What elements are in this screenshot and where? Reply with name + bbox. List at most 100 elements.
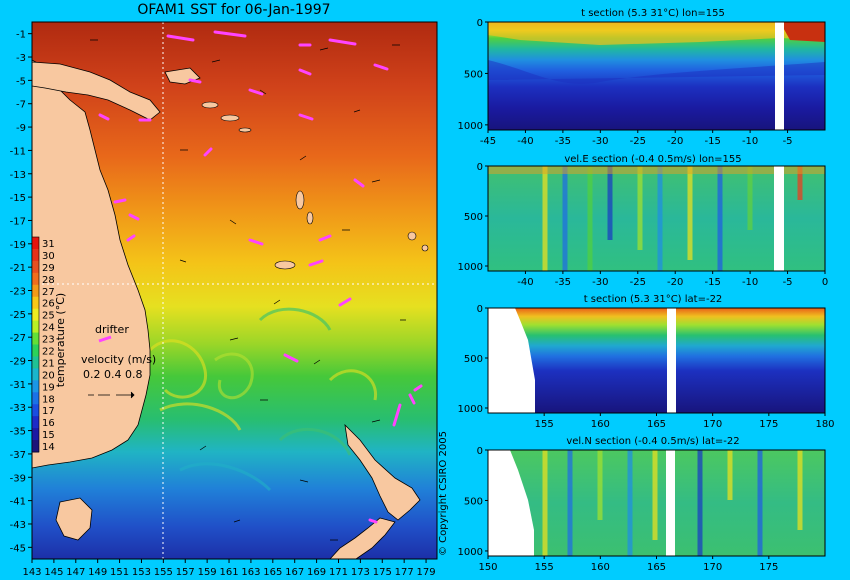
section-x-tick-label: 175 [759, 419, 778, 430]
lat-tick-label: -17 [10, 216, 26, 227]
lat-tick-label: -29 [10, 357, 26, 368]
drifter-legend-label: drifter [95, 323, 129, 336]
lat-tick-label: -1 [16, 30, 26, 41]
section-3-title: t section (5.3 31°C) lat=-22 [584, 294, 723, 305]
section-1-ticks: -45 -40 -35 -30 -25 -20 -15 -10 -5 0 500 1000 [458, 18, 793, 147]
lat-tick-label: -15 [10, 193, 26, 204]
section-x-tick-label: 165 [647, 562, 666, 573]
section-x-tick-label: 170 [703, 419, 722, 430]
section-4-plot [488, 450, 825, 556]
colorbar-tick-label: 31 [42, 239, 55, 250]
section-3-plot [488, 308, 825, 413]
colorbar-tick-label: 30 [42, 251, 55, 262]
section-x-tick-label: 0 [822, 277, 828, 288]
lon-tick-label: 177 [395, 567, 414, 578]
colorbar-swatch [32, 440, 39, 453]
colorbar-tick-label: 22 [42, 346, 55, 357]
lat-tick-label: -3 [16, 53, 26, 64]
colorbar-swatch [32, 237, 39, 250]
section-x-tick-label: -20 [667, 136, 683, 147]
section-x-tick-label: -5 [783, 136, 793, 147]
section-x-tick-label: -30 [592, 277, 608, 288]
lon-tick-label: 171 [329, 567, 348, 578]
colorbar-swatch [32, 272, 39, 286]
map-lat-ticks: -1 -3 -5 -7 -9 -11 -13 -15 -17 -19 -21 -23 -25 -27 -29… [10, 30, 32, 554]
colorbar-frame [31, 236, 40, 453]
section-x-tick-label: -5 [783, 277, 793, 288]
section-y-tick-label: 1000 [458, 121, 483, 132]
section-x-tick-label: 155 [535, 419, 554, 430]
colorbar-swatch [32, 284, 39, 298]
velocity-arrows [90, 39, 406, 541]
lon-tick-label: 169 [307, 567, 326, 578]
section-y-tick-label: 0 [477, 162, 483, 173]
colorbar-tick-label: 29 [42, 263, 55, 274]
section-1-plot [488, 22, 825, 130]
section-y-tick-label: 0 [477, 18, 483, 29]
section-x-tick-label: 180 [815, 419, 834, 430]
lat-tick-label: -33 [10, 403, 26, 414]
drifter-tracks [98, 30, 423, 524]
section-y-tick-label: 500 [464, 69, 483, 80]
section-y-tick-label: 1000 [458, 262, 483, 273]
velocity-legend-arrows [88, 391, 135, 399]
lat-tick-label: -35 [10, 427, 26, 438]
section-x-tick-label: -20 [667, 277, 683, 288]
colorbar-tick-label: 19 [42, 382, 55, 393]
colorbar-label: temperature (°C) [54, 293, 67, 387]
colorbar-swatch [32, 416, 39, 429]
section-x-tick-label: -15 [704, 277, 720, 288]
section-x-tick-label: 150 [478, 562, 497, 573]
lat-tick-label: -45 [10, 543, 26, 554]
sst-map [32, 22, 437, 559]
lon-tick-label: 179 [417, 567, 436, 578]
section-x-tick-label: 170 [703, 562, 722, 573]
lon-tick-label: 159 [198, 567, 217, 578]
colorbar-tick-label: 18 [42, 394, 55, 405]
lat-tick-label: -43 [10, 520, 26, 531]
lat-tick-label: -25 [10, 310, 26, 321]
section-x-tick-label: -10 [742, 136, 758, 147]
tasmania-landmass [55, 497, 93, 541]
colorbar-swatch [32, 308, 39, 322]
section-x-tick-label: -40 [517, 277, 533, 288]
colorbar-tick-label: 21 [42, 358, 55, 369]
section-x-tick-label: -25 [630, 277, 646, 288]
colorbar-tick-label: 23 [42, 335, 55, 346]
section-y-tick-label: 500 [464, 354, 483, 365]
section-x-tick-label: 165 [647, 419, 666, 430]
colorbar-swatch [32, 404, 39, 417]
lat-tick-label: -9 [16, 123, 26, 134]
island-outlines [201, 101, 429, 270]
section-1-title: t section (5.3 31°C) lon=155 [581, 8, 725, 19]
lat-tick-label: -41 [10, 497, 26, 508]
map-title: OFAM1 SST for 06-Jan-1997 [137, 2, 330, 18]
lon-tick-label: 155 [154, 567, 173, 578]
section-x-tick-label: 155 [535, 562, 554, 573]
lat-tick-label: -39 [10, 473, 26, 484]
copyright-text: © Copyright CSIRO 2005 [438, 431, 449, 556]
colorbar-swatch [32, 320, 39, 334]
lon-tick-label: 149 [88, 567, 107, 578]
colorbar-swatch [32, 344, 39, 357]
nz-south-landmass [329, 517, 396, 559]
colorbar-tick-label: 20 [42, 370, 55, 381]
section-x-tick-label: -25 [630, 136, 646, 147]
section-2-ticks: -40 -35 -30 -25 -20 -15 -10 -5 0 0 500 1000 [458, 162, 829, 288]
colorbar-swatch [32, 428, 39, 441]
lat-tick-label: -13 [10, 170, 26, 181]
section-3-ticks: 155 160 165 170 175 180 0 500 1000 [458, 304, 835, 430]
velocity-legend-title: velocity (m/s) [81, 353, 156, 366]
section-x-tick-label: -10 [742, 277, 758, 288]
eddy-features [148, 307, 377, 492]
colorbar-tick-label: 16 [42, 418, 55, 429]
lat-tick-label: -19 [10, 240, 26, 251]
colorbar-swatch [32, 248, 39, 262]
section-y-tick-label: 500 [464, 496, 483, 507]
lat-tick-label: -7 [16, 100, 26, 111]
section-x-tick-label: -40 [517, 136, 533, 147]
lon-tick-label: 173 [351, 567, 370, 578]
section-y-tick-label: 1000 [458, 547, 483, 558]
australia-landmass [32, 59, 151, 469]
section-y-tick-label: 500 [464, 212, 483, 223]
